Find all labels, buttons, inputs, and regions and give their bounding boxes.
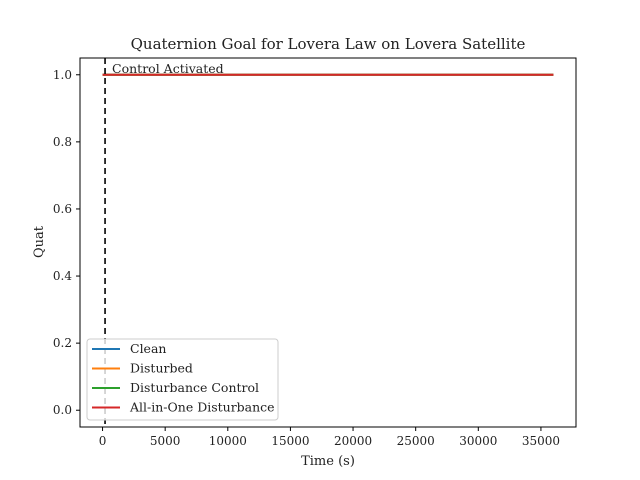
y-tick-label: 0.6: [53, 202, 72, 216]
legend-label: Disturbed: [130, 361, 193, 376]
legend-label: All-in-One Disturbance: [129, 400, 275, 415]
y-tick-label: 1.0: [53, 68, 72, 82]
y-tick-label: 0.0: [53, 403, 72, 417]
control-activated-label: Control Activated: [112, 61, 224, 76]
x-tick-label: 20000: [334, 434, 372, 448]
y-axis-label: Quat: [32, 225, 47, 258]
plot-layer: Control Activated: [102, 58, 554, 427]
x-tick-label: 25000: [397, 434, 435, 448]
x-axis-label: Time (s): [301, 454, 355, 469]
x-tick-label: 35000: [522, 434, 560, 448]
chart-title: Quaternion Goal for Lovera Law on Lovera…: [131, 35, 526, 53]
legend-label: Clean: [130, 341, 166, 356]
x-tick-label: 5000: [150, 434, 181, 448]
y-tick-label: 0.8: [53, 135, 72, 149]
y-tick-label: 0.2: [53, 336, 72, 350]
x-tick-label: 0: [99, 434, 107, 448]
x-tick-label: 10000: [209, 434, 247, 448]
legend-box: [86, 338, 279, 421]
y-axis-ticks: 0.0 0.2 0.4 0.6 0.8 1.0: [53, 68, 80, 417]
legend: Clean Disturbed Disturbance Control All-in-…: [86, 338, 279, 421]
x-tick-label: 15000: [271, 434, 309, 448]
y-tick-label: 0.4: [53, 269, 72, 283]
plot-frame: [79, 57, 577, 428]
legend-label: Disturbance Control: [130, 380, 259, 395]
x-tick-label: 30000: [459, 434, 497, 448]
x-axis-ticks: 0 5000 10000 15000 20000 25000 30000 35000: [99, 427, 560, 448]
